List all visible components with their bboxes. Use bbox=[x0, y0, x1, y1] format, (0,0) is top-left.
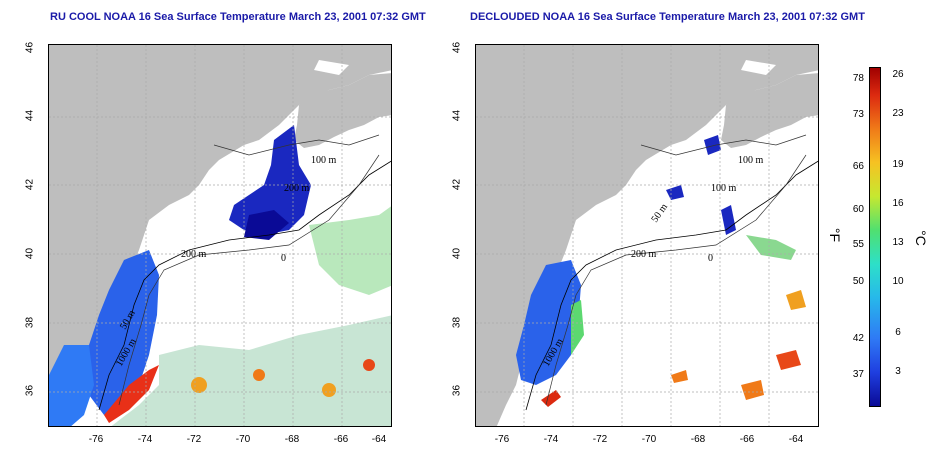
sst-patch-small bbox=[666, 185, 684, 200]
lon-tick-64-r: -64 bbox=[788, 434, 804, 445]
land-mass bbox=[49, 45, 391, 426]
sst-patch-gulf-stream bbox=[541, 390, 561, 407]
lon-tick-72-r: -72 bbox=[592, 434, 608, 445]
contour-100m bbox=[545, 154, 807, 406]
colorbar-f-tick-55: 55 bbox=[852, 239, 864, 250]
colorbar-c-tick-26: 26 bbox=[892, 69, 904, 80]
sst-patch-shelf-edge bbox=[571, 300, 584, 355]
colorbar-c-tick-3: 3 bbox=[895, 366, 901, 377]
lon-tick-76: -76 bbox=[88, 434, 104, 445]
temperature-colorbar bbox=[869, 67, 881, 407]
colorbar-f-tick-78: 78 bbox=[852, 73, 864, 84]
sst-map-declouded-graphic: 100 m 100 m 200 m 50 m 1000 m 0 bbox=[476, 45, 818, 426]
contour-200m bbox=[98, 160, 391, 411]
land-mass bbox=[476, 45, 818, 426]
contour-label-50m: 50 m bbox=[649, 202, 670, 225]
lon-tick-70-r: -70 bbox=[641, 434, 657, 445]
sst-patch-shelf-inner bbox=[49, 345, 94, 426]
sst-patch-offshore-1 bbox=[111, 315, 391, 426]
lon-tick-76-r: -76 bbox=[494, 434, 510, 445]
lat-tick-44-r: 44 bbox=[451, 109, 463, 122]
colorbar-f-tick-42: 42 bbox=[852, 333, 864, 344]
lon-tick-64: -64 bbox=[371, 434, 387, 445]
sst-patch-warm-4 bbox=[776, 350, 801, 370]
lon-tick-70: -70 bbox=[235, 434, 251, 445]
colorbar-c-tick-19: 19 bbox=[892, 159, 904, 170]
sst-patch-gulf-maine bbox=[704, 135, 721, 155]
contour-200m bbox=[525, 160, 818, 411]
contour-label-100m: 100 m bbox=[738, 155, 764, 166]
colorbar-c-tick-10: 10 bbox=[892, 276, 904, 287]
lat-tick-36-r: 36 bbox=[451, 384, 463, 397]
sst-map-raw[interactable]: 100 m 200 m 200 m 50 m 1000 m 0 bbox=[48, 44, 392, 427]
contour-label-200m: 200 m bbox=[181, 249, 207, 260]
lat-tick-36: 36 bbox=[24, 384, 36, 397]
colorbar-f-tick-60: 60 bbox=[852, 204, 864, 215]
lat-tick-40-r: 40 bbox=[451, 247, 463, 260]
colorbar-f-tick-66: 66 bbox=[852, 161, 864, 172]
inland-water bbox=[314, 60, 349, 75]
lat-tick-44: 44 bbox=[24, 109, 36, 122]
sst-patch-shelf bbox=[516, 260, 581, 385]
lat-tick-42-r: 42 bbox=[451, 178, 463, 191]
land-nova-scotia bbox=[294, 73, 391, 148]
colorbar-unit-fahrenheit: °F bbox=[827, 227, 844, 243]
colorbar-c-tick-6: 6 bbox=[895, 327, 901, 338]
sst-patch-warm-2 bbox=[741, 380, 764, 400]
lon-tick-66: -66 bbox=[333, 434, 349, 445]
sst-patch-offshore-2 bbox=[309, 206, 391, 295]
graticule bbox=[476, 45, 818, 426]
lon-tick-74: -74 bbox=[137, 434, 153, 445]
sst-patch-gulf-stream bbox=[104, 365, 159, 423]
sst-patch-cool-east bbox=[746, 235, 796, 260]
lon-tick-68: -68 bbox=[284, 434, 300, 445]
sst-patch-georges bbox=[721, 205, 736, 235]
lon-tick-66-r: -66 bbox=[739, 434, 755, 445]
contour-label-100m: 100 m bbox=[311, 155, 337, 166]
sst-map-raw-graphic: 100 m 200 m 200 m 50 m 1000 m 0 bbox=[49, 45, 391, 426]
contour-100m bbox=[118, 154, 380, 406]
contour-label-200m-north: 200 m bbox=[284, 183, 310, 194]
sst-patch-shelf bbox=[79, 250, 159, 415]
contour-label-zero: 0 bbox=[708, 253, 713, 264]
sst-patch-warm-1 bbox=[671, 370, 688, 383]
colorbar-unit-celsius: °C bbox=[912, 230, 929, 246]
land-nova-scotia bbox=[721, 73, 818, 148]
colorbar-c-tick-16: 16 bbox=[892, 198, 904, 209]
sst-map-declouded[interactable]: 100 m 100 m 200 m 50 m 1000 m 0 bbox=[475, 44, 819, 427]
sst-patch-gulf-maine-2 bbox=[244, 210, 289, 240]
lat-tick-38: 38 bbox=[24, 316, 36, 329]
lat-tick-40: 40 bbox=[24, 247, 36, 260]
lon-tick-72: -72 bbox=[186, 434, 202, 445]
lon-tick-74-r: -74 bbox=[543, 434, 559, 445]
sst-patch-gulf-maine bbox=[229, 125, 311, 235]
lat-tick-38-r: 38 bbox=[451, 316, 463, 329]
lon-tick-68-r: -68 bbox=[690, 434, 706, 445]
colorbar-c-tick-23: 23 bbox=[892, 108, 904, 119]
contour-50m bbox=[213, 134, 380, 156]
right-map-title: DECLOUDED NOAA 16 Sea Surface Temperatur… bbox=[470, 11, 865, 23]
contour-label-100m-2: 100 m bbox=[711, 183, 737, 194]
contour-label-zero: 0 bbox=[281, 253, 286, 264]
lat-tick-46-r: 46 bbox=[451, 41, 463, 54]
colorbar-f-tick-37: 37 bbox=[852, 369, 864, 380]
colorbar-c-tick-13: 13 bbox=[892, 237, 904, 248]
lat-tick-46: 46 bbox=[24, 41, 36, 54]
lat-tick-42: 42 bbox=[24, 178, 36, 191]
colorbar-f-tick-73: 73 bbox=[852, 109, 864, 120]
graticule bbox=[49, 45, 391, 426]
left-map-title: RU COOL NOAA 16 Sea Surface Temperature … bbox=[50, 11, 426, 23]
contour-50m bbox=[640, 134, 807, 156]
contour-label-200m: 200 m bbox=[631, 249, 657, 260]
sst-patch-warm-3 bbox=[786, 290, 806, 310]
inland-water bbox=[741, 60, 776, 75]
colorbar-f-tick-50: 50 bbox=[852, 276, 864, 287]
